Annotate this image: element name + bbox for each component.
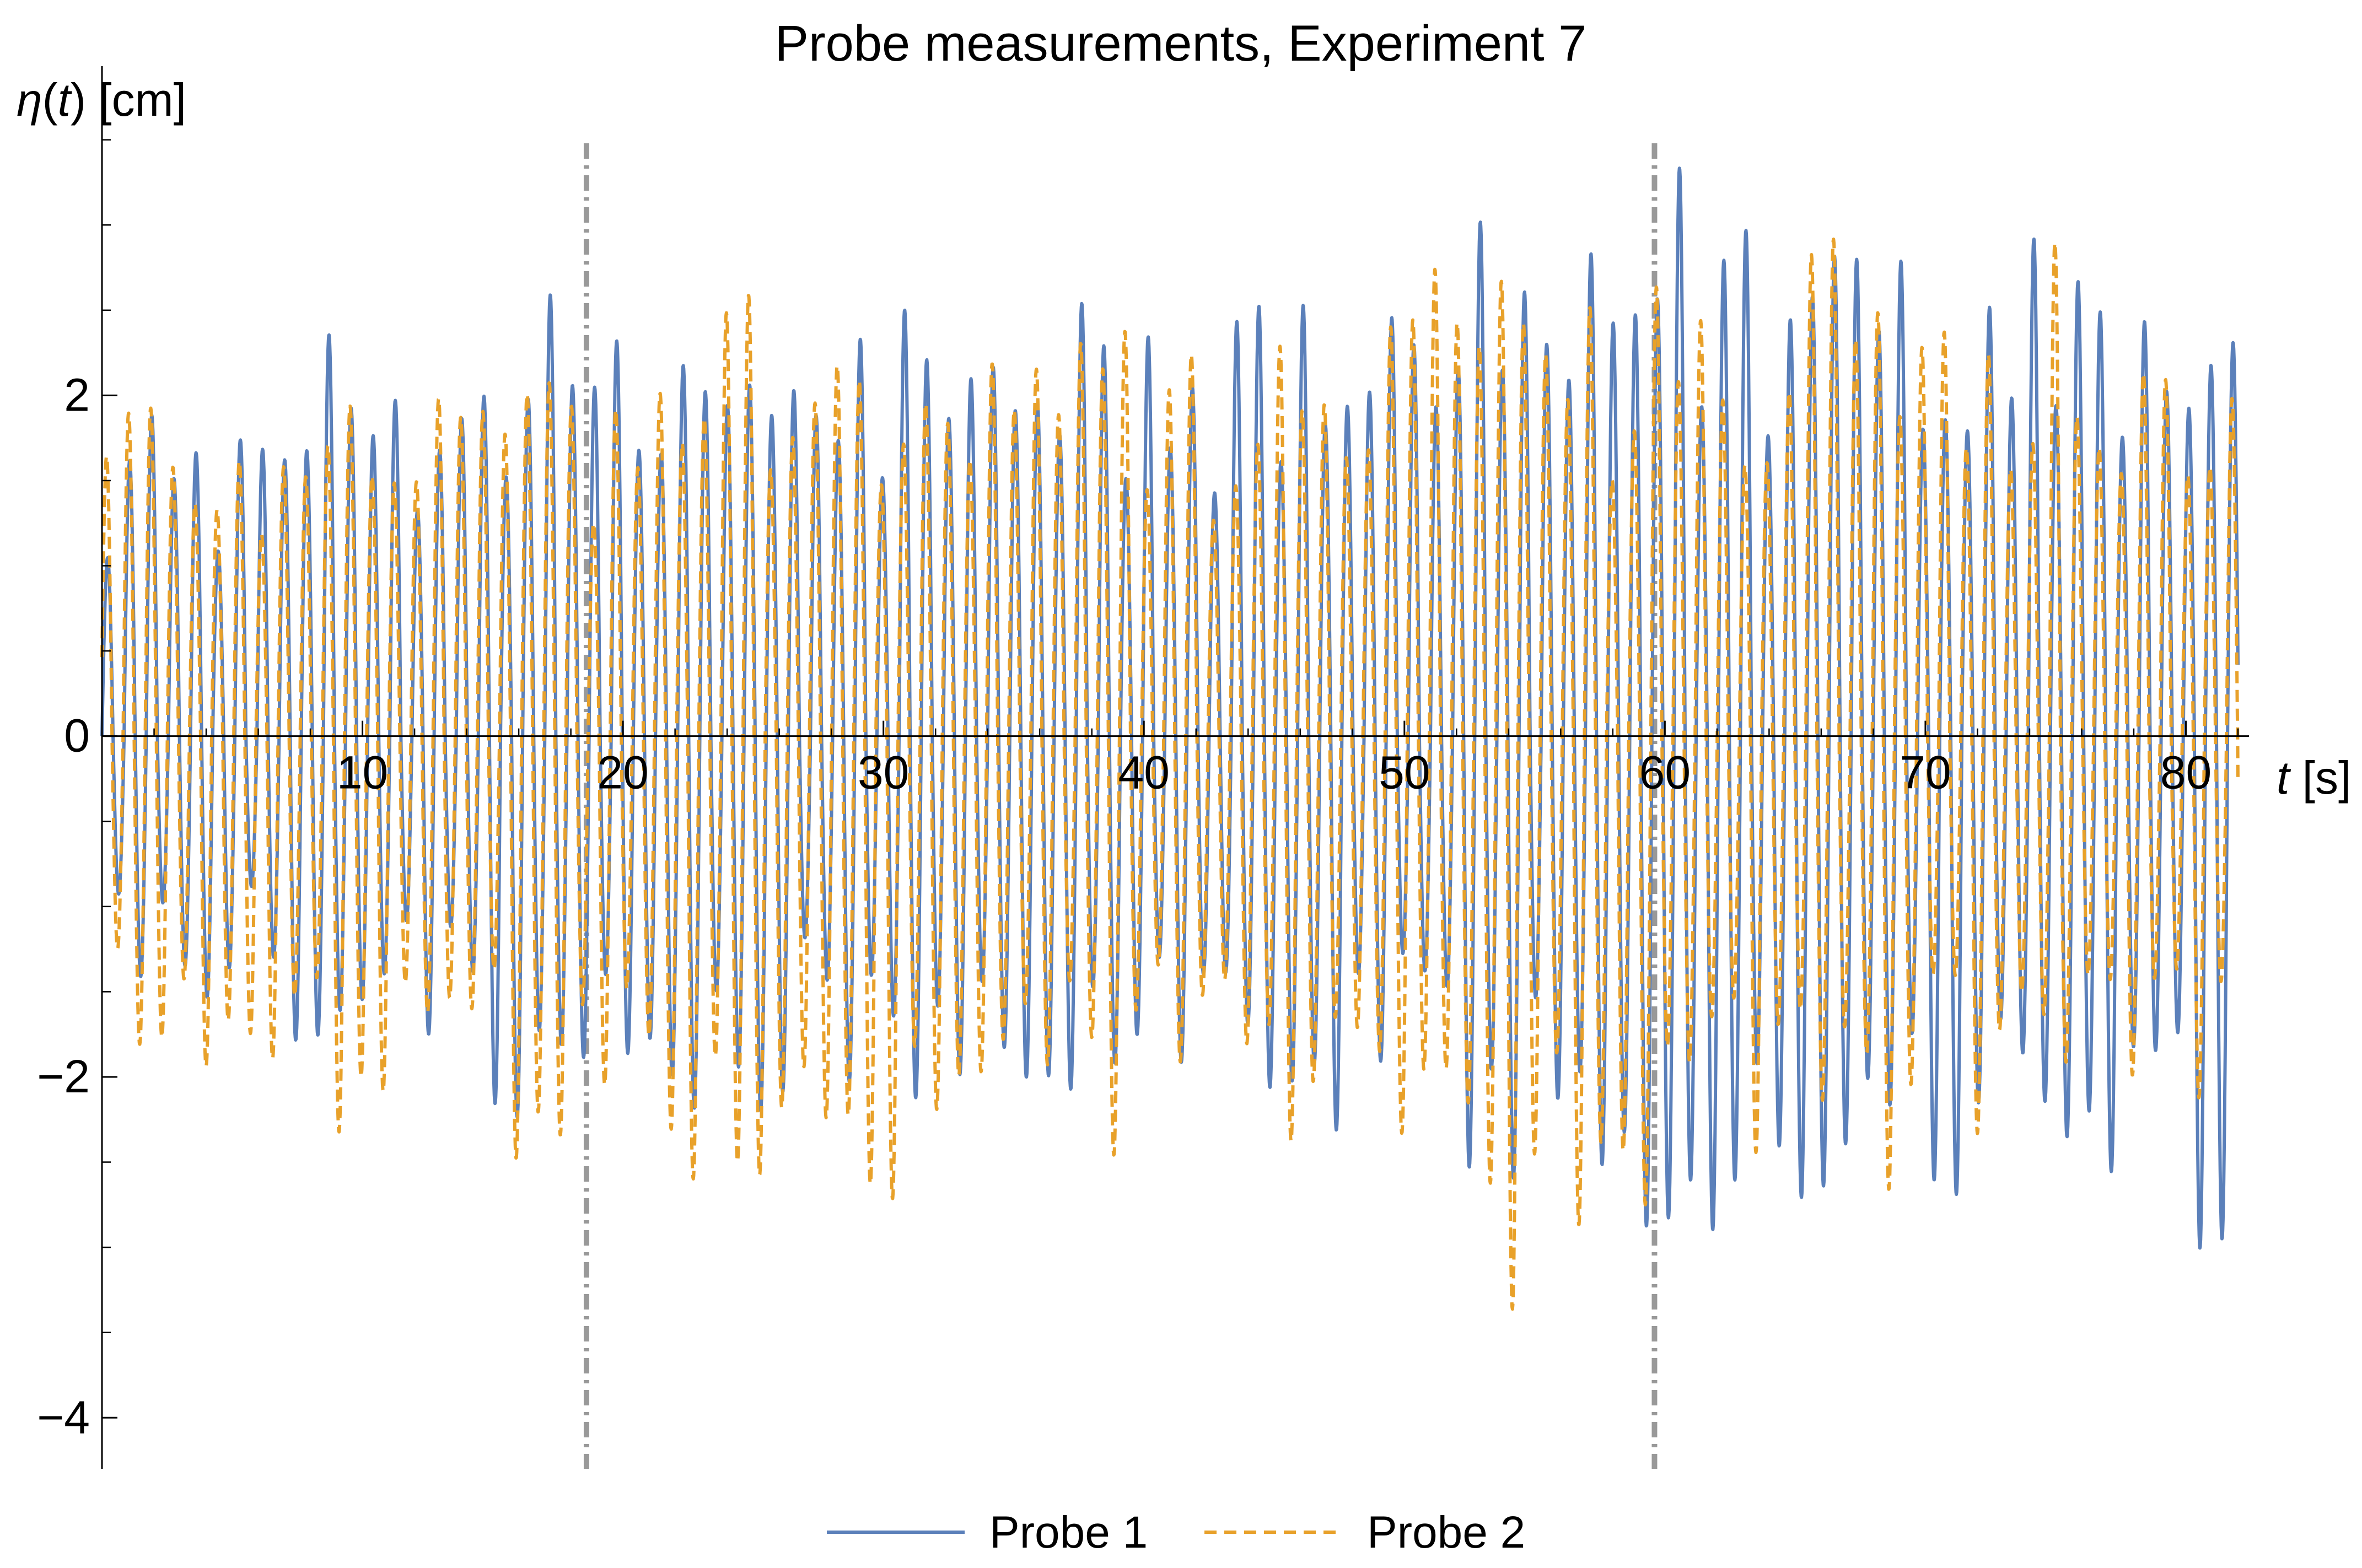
y-tick-label: 2 — [64, 369, 90, 421]
series-lines — [100, 166, 2240, 1311]
y-tick-label: 0 — [64, 710, 90, 762]
y-axis-label-unit: [cm] — [86, 74, 186, 126]
x-axis-label: t [s] — [2277, 752, 2351, 804]
vertical-markers — [583, 143, 1658, 1469]
x-tick-label: 60 — [1639, 747, 1691, 799]
x-tick-label: 50 — [1379, 747, 1430, 799]
y-tick-label: −2 — [37, 1050, 90, 1102]
axes — [101, 66, 2249, 1469]
x-axis-label-var: t — [2277, 752, 2291, 804]
legend-label-probe-1: Probe 1 — [989, 1507, 1148, 1558]
legend: Probe 1 Probe 2 — [827, 1507, 1525, 1558]
x-tick-label: 10 — [337, 747, 388, 799]
x-tick-label: 30 — [858, 747, 909, 799]
chart-title: Probe measurements, Experiment 7 — [775, 15, 1587, 72]
x-tick-label: 40 — [1118, 747, 1170, 799]
series-probe-2-line — [100, 238, 2240, 1311]
y-axis-label-paren-open: ( — [42, 74, 58, 126]
legend-label-probe-2: Probe 2 — [1367, 1507, 1525, 1558]
y-tick-label: −4 — [37, 1391, 90, 1443]
x-axis-label-unit: [s] — [2289, 752, 2351, 804]
x-tick-label: 70 — [1900, 747, 1951, 799]
y-axis-label-arg: t — [58, 74, 73, 126]
y-axis-label: η(t) [cm] — [17, 74, 186, 126]
y-axis-label-paren-close: ) — [71, 74, 86, 126]
x-tick-label: 20 — [597, 747, 648, 799]
y-axis-label-var: η — [17, 74, 42, 126]
x-tick-label: 80 — [2160, 747, 2212, 799]
ticks: −4 −2 0 2 10 20 30 40 50 60 70 80 — [37, 139, 2239, 1443]
